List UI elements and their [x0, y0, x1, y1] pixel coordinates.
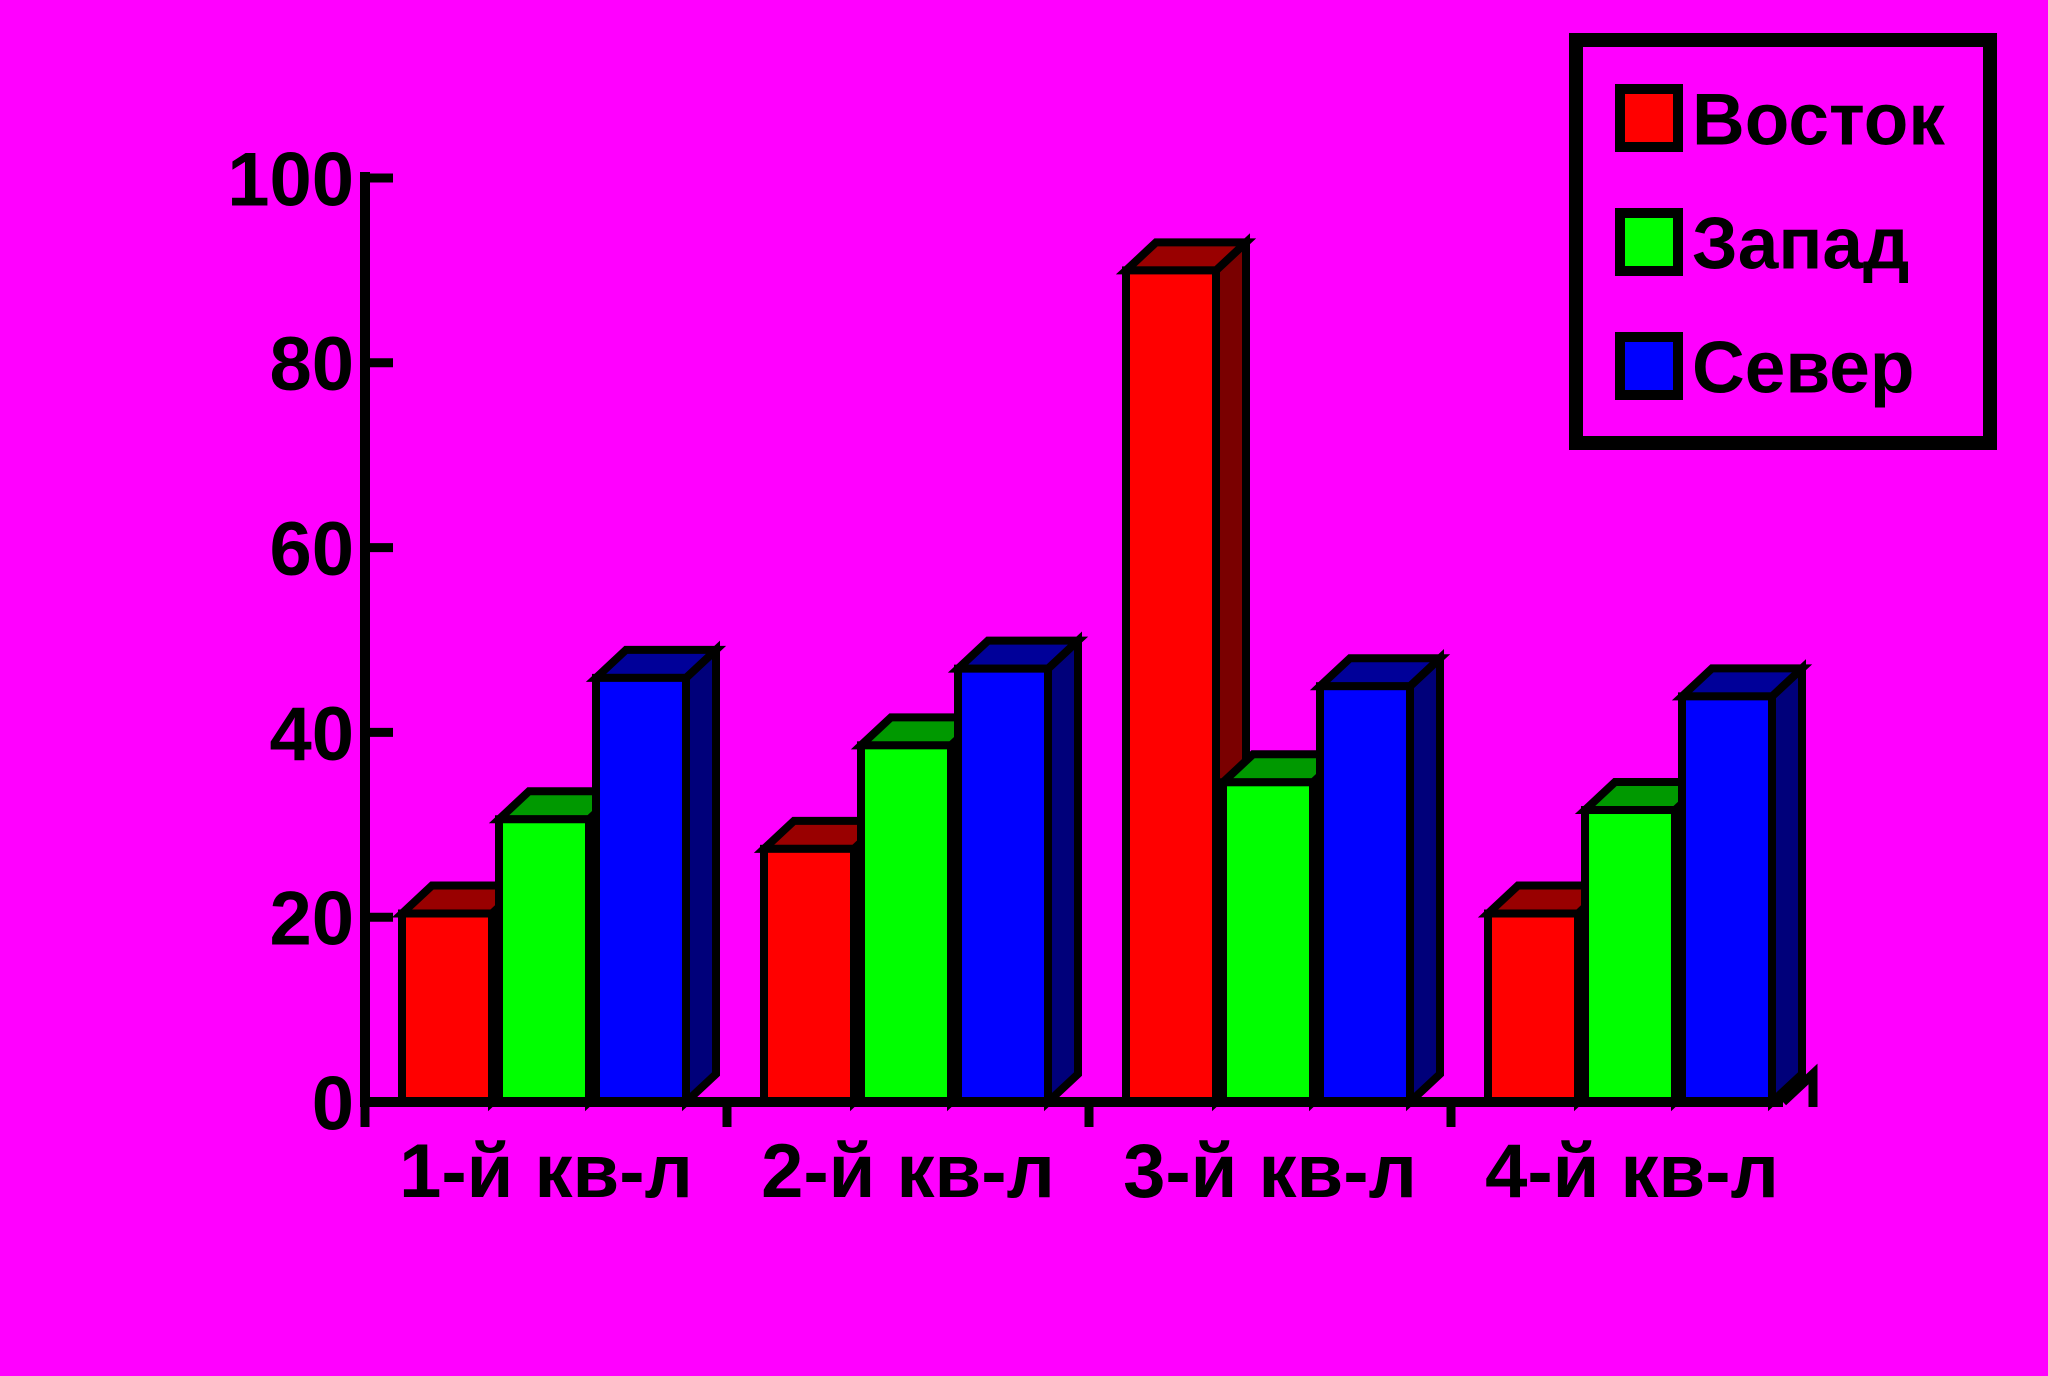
bar-side-face [682, 640, 720, 1112]
x-category-label: 2-й кв-л [761, 1129, 1055, 1214]
y-tick-label: 40 [269, 692, 354, 777]
axes-group: 0 20 40 60 80 100 1-й кв-л 2-й кв-л 3-й кв-л 4-й … [227, 137, 1818, 1214]
bar-front-face [1678, 692, 1776, 1106]
legend-swatch-north [1615, 332, 1683, 400]
bar-front-face [398, 909, 496, 1107]
bar-front-face [1581, 806, 1679, 1106]
bar-front-face [1122, 266, 1220, 1106]
legend-item-west: Запад [1615, 203, 1909, 284]
bar-north-q4 [1671, 659, 1813, 1112]
bar-front-face [857, 741, 955, 1106]
bar-front-face [954, 664, 1052, 1106]
y-tick-label: 80 [269, 322, 354, 407]
bar-side-face [1044, 631, 1082, 1112]
bar-north-q1 [585, 640, 727, 1112]
bar-front-face [760, 844, 858, 1106]
legend-item-north: Север [1615, 327, 1914, 408]
legend-item-east: Восток [1615, 79, 1945, 160]
x-category-label: 3-й кв-л [1123, 1129, 1417, 1214]
bar-side-face [1768, 659, 1806, 1112]
x-category-label: 1-й кв-л [399, 1129, 693, 1214]
y-tick-label: 100 [227, 137, 354, 222]
legend-swatch-west [1615, 208, 1683, 276]
y-tick-label: 0 [312, 1061, 354, 1146]
y-tick-label: 20 [269, 877, 354, 962]
bar-side-face [1406, 648, 1444, 1112]
x-axis-depth-edge [1779, 1063, 1818, 1107]
bar-front-face [1316, 682, 1414, 1106]
bar-front-face [495, 815, 593, 1106]
bar-front-face [1219, 778, 1317, 1107]
bar-front-face [592, 673, 690, 1106]
legend-label-east: Восток [1692, 79, 1945, 160]
legend: Восток Запад Север [1569, 33, 1997, 450]
legend-label-north: Север [1692, 327, 1914, 408]
y-tick-label: 60 [269, 507, 354, 592]
bar-north-q2 [947, 631, 1089, 1112]
bar-north-q3 [1309, 648, 1451, 1112]
x-category-label: 4-й кв-л [1485, 1129, 1779, 1214]
legend-swatch-east [1615, 84, 1683, 152]
bar-front-face [1484, 909, 1582, 1107]
legend-label-west: Запад [1692, 203, 1909, 284]
